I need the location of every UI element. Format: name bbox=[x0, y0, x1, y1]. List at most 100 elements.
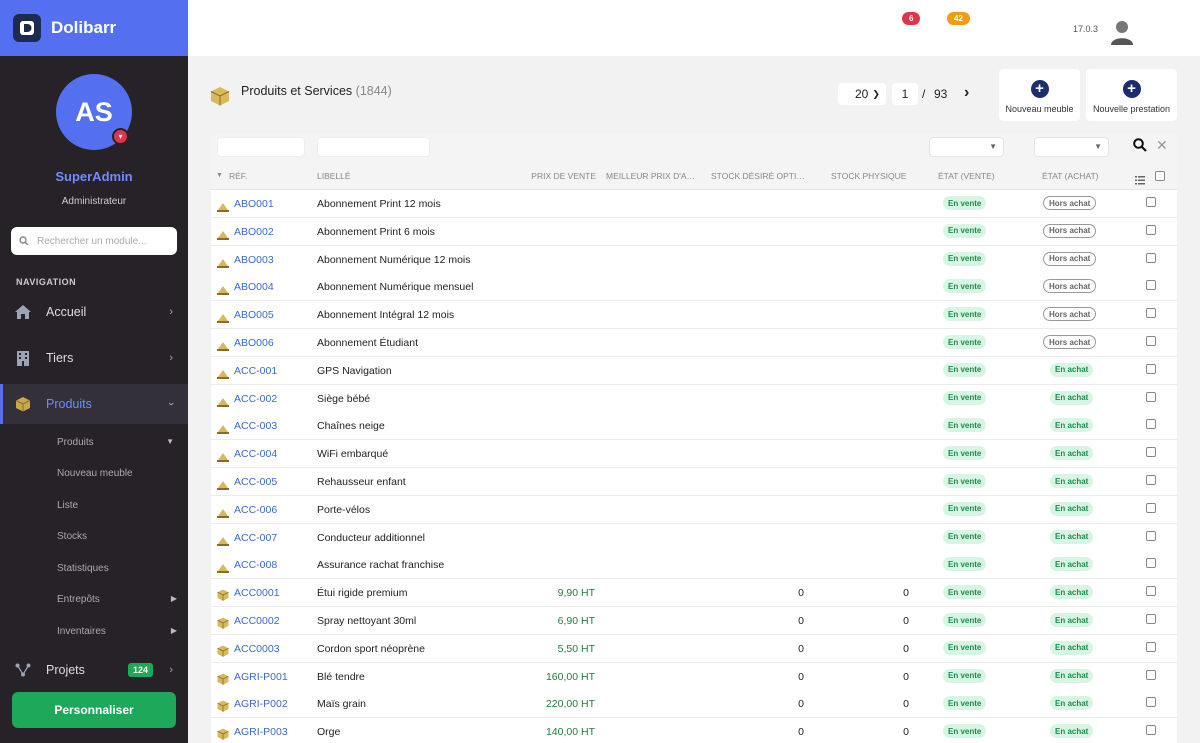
select-all-checkbox[interactable] bbox=[1155, 171, 1165, 181]
buy-status-badge: En achat bbox=[1050, 668, 1094, 683]
table-row: ACC0001 Étui rigide premium 9,90 HT 0 0 En ve… bbox=[211, 579, 1177, 608]
col-header-ref[interactable]: RÉF. bbox=[229, 171, 248, 181]
sidebar-item-produits[interactable]: Produits › bbox=[0, 384, 188, 424]
product-ref-link[interactable]: ACC0002 bbox=[234, 615, 280, 627]
column-list-icon[interactable] bbox=[1135, 172, 1145, 190]
row-checkbox[interactable] bbox=[1146, 197, 1156, 207]
product-ref-link[interactable]: ACC-003 bbox=[234, 420, 278, 433]
brand-bar[interactable]: Dolibarr bbox=[0, 0, 188, 56]
row-checkbox[interactable] bbox=[1146, 224, 1156, 235]
product-ref-link[interactable]: ABO006 bbox=[234, 337, 274, 349]
sell-status-badge: En vente bbox=[943, 640, 987, 655]
product-ref-link[interactable]: ABO005 bbox=[234, 309, 274, 322]
sidebar-subitem-label: Entrepôts bbox=[57, 594, 100, 605]
product-ref-link[interactable]: ACC-005 bbox=[234, 476, 278, 488]
row-checkbox[interactable] bbox=[1146, 558, 1156, 569]
service-icon bbox=[217, 477, 229, 490]
product-ref-link[interactable]: ACC-001 bbox=[234, 364, 278, 377]
customize-button[interactable]: Personnaliser bbox=[12, 692, 176, 728]
search-icon[interactable] bbox=[1133, 138, 1147, 157]
next-page-icon[interactable]: › bbox=[964, 84, 970, 101]
service-icon bbox=[217, 394, 229, 407]
product-ref-link[interactable]: ACC0003 bbox=[234, 642, 280, 655]
row-checkbox[interactable] bbox=[1146, 586, 1156, 597]
sidebar-subitem-nouveau-meuble[interactable]: Nouveau meuble bbox=[57, 468, 177, 479]
filter-buy-status-select[interactable]: ▼ bbox=[1034, 137, 1109, 157]
row-checkbox[interactable] bbox=[1146, 252, 1156, 263]
pager-separator: / bbox=[922, 87, 926, 101]
module-search-input[interactable] bbox=[37, 235, 167, 247]
col-header-buy-status[interactable]: ÉTAT (ACHAT) bbox=[1042, 171, 1099, 181]
new-furniture-button[interactable]: + Nouveau meuble bbox=[999, 69, 1080, 121]
notification-badge-red[interactable]: 6 bbox=[902, 12, 921, 25]
product-ref-link[interactable]: AGRI-P003 bbox=[234, 726, 288, 739]
col-header-sell-status[interactable]: ÉTAT (VENTE) bbox=[938, 171, 995, 181]
new-service-button[interactable]: + Nouvelle prestation bbox=[1086, 69, 1177, 121]
sell-status-badge: En vente bbox=[943, 501, 987, 516]
product-ref-link[interactable]: ACC-007 bbox=[234, 531, 278, 544]
col-header-desired-stock[interactable]: STOCK DÉSIRÉ OPTIMAL bbox=[711, 171, 805, 181]
user-name[interactable]: SuperAdmin bbox=[55, 169, 133, 184]
product-ref-link[interactable]: ABO002 bbox=[234, 225, 274, 238]
sidebar-subitem-produits[interactable]: Produits ▼ bbox=[57, 437, 177, 448]
row-checkbox[interactable] bbox=[1146, 475, 1156, 485]
product-ref-link[interactable]: ACC-002 bbox=[234, 392, 278, 405]
sidebar-subitem-label: Nouveau meuble bbox=[57, 468, 133, 479]
row-checkbox[interactable] bbox=[1146, 336, 1156, 346]
row-checkbox[interactable] bbox=[1146, 363, 1156, 374]
product-ref-link[interactable]: ABO001 bbox=[234, 198, 274, 210]
sort-desc-icon[interactable]: ▼ bbox=[216, 172, 223, 179]
sell-status-badge: En vente bbox=[943, 362, 987, 377]
notification-badge-orange[interactable]: 42 bbox=[947, 12, 970, 25]
row-checkbox[interactable] bbox=[1146, 669, 1156, 680]
chevron-down-icon: › bbox=[165, 402, 178, 406]
product-ref-link[interactable]: ACC-006 bbox=[234, 503, 278, 516]
col-header-physical-stock[interactable]: STOCK PHYSIQUE bbox=[831, 171, 907, 181]
product-ref-link[interactable]: AGRI-P002 bbox=[234, 698, 288, 711]
row-checkbox[interactable] bbox=[1146, 614, 1156, 624]
products-table: ▼ ▼ ✕ ▼ RÉF. LIBELLÉ PRIX DE VENTE MEILL… bbox=[211, 134, 1177, 743]
clear-filter-icon[interactable]: ✕ bbox=[1156, 137, 1168, 153]
per-page-select[interactable]: 20 ❯ bbox=[838, 83, 886, 105]
current-page-input[interactable]: 1 bbox=[892, 83, 918, 105]
filter-sell-status-select[interactable]: ▼ bbox=[929, 137, 1004, 157]
sidebar-item-accueil[interactable]: Accueil › bbox=[0, 292, 188, 332]
row-checkbox[interactable] bbox=[1146, 697, 1156, 708]
product-ref-link[interactable]: ACC0001 bbox=[234, 587, 280, 600]
sidebar-subitem-liste[interactable]: Liste bbox=[57, 500, 177, 511]
sidebar-subitem-entrepots[interactable]: Entrepôts ▶ bbox=[57, 594, 177, 605]
row-checkbox[interactable] bbox=[1146, 391, 1156, 402]
sidebar-item-projets[interactable]: Projets 124 › bbox=[0, 650, 188, 690]
product-ref-link[interactable]: ACC-008 bbox=[234, 559, 278, 572]
row-checkbox[interactable] bbox=[1146, 641, 1156, 652]
sidebar-item-tiers[interactable]: Tiers › bbox=[0, 338, 188, 378]
app-version: 17.0.3 bbox=[1073, 24, 1099, 34]
col-header-best-buy-price[interactable]: MEILLEUR PRIX D'ACHAT bbox=[606, 171, 698, 181]
row-checkbox[interactable] bbox=[1146, 725, 1156, 736]
physical-stock: 0 bbox=[903, 615, 909, 627]
row-checkbox[interactable] bbox=[1146, 530, 1156, 541]
product-label: Porte-vélos bbox=[317, 503, 371, 516]
row-checkbox[interactable] bbox=[1146, 447, 1156, 458]
user-avatar-icon[interactable] bbox=[1110, 19, 1134, 45]
row-checkbox[interactable] bbox=[1146, 502, 1156, 513]
product-ref-link[interactable]: ABO004 bbox=[234, 281, 274, 294]
sidebar-subitem-stocks[interactable]: Stocks bbox=[57, 531, 177, 542]
col-header-price[interactable]: PRIX DE VENTE bbox=[531, 171, 596, 181]
buy-status-badge: Hors achat bbox=[1043, 279, 1097, 294]
product-ref-link[interactable]: AGRI-P001 bbox=[234, 670, 288, 683]
sidebar-subitem-inventaires[interactable]: Inventaires ▶ bbox=[57, 626, 177, 637]
page-title: Produits et Services (1844) bbox=[241, 84, 392, 98]
product-ref-link[interactable]: ABO003 bbox=[234, 253, 274, 266]
row-checkbox[interactable] bbox=[1146, 280, 1156, 291]
filter-label-input[interactable] bbox=[317, 137, 430, 157]
product-ref-link[interactable]: ACC-004 bbox=[234, 448, 278, 461]
filter-ref-input[interactable] bbox=[217, 137, 305, 157]
row-checkbox[interactable] bbox=[1146, 308, 1156, 319]
col-header-label[interactable]: LIBELLÉ bbox=[317, 171, 351, 181]
product-box-icon bbox=[217, 727, 229, 740]
module-search[interactable] bbox=[11, 227, 177, 255]
row-checkbox[interactable] bbox=[1146, 419, 1156, 430]
sidebar-subitem-statistiques[interactable]: Statistiques bbox=[57, 563, 177, 574]
user-menu-chevron-icon[interactable]: ▾ bbox=[112, 128, 129, 145]
